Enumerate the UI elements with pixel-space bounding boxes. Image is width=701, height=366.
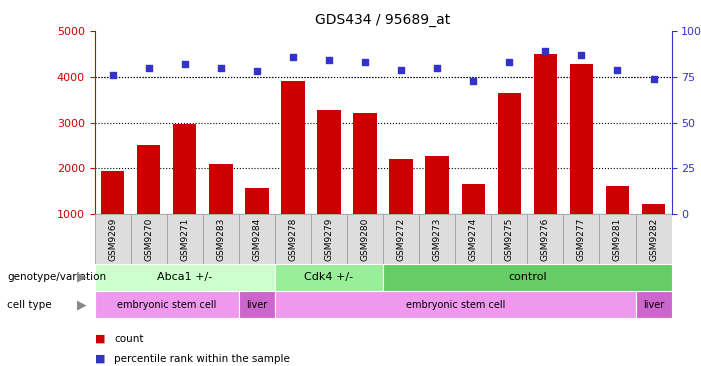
Bar [275,291,636,318]
Bar [245,188,268,214]
Bar [599,214,636,264]
Text: Cdk4 +/-: Cdk4 +/- [304,272,353,282]
Bar [95,264,275,291]
Bar [101,171,124,214]
Text: GSM9281: GSM9281 [613,218,622,261]
Bar [95,291,239,318]
Point [215,65,226,71]
Text: GSM9270: GSM9270 [144,218,154,261]
Bar [426,157,449,214]
Text: GSM9273: GSM9273 [433,218,442,261]
Text: liver: liver [643,300,664,310]
Bar [239,214,275,264]
Point [576,52,587,58]
Text: Abca1 +/-: Abca1 +/- [157,272,212,282]
Bar [455,214,491,264]
Text: GSM9271: GSM9271 [180,218,189,261]
Text: GSM9274: GSM9274 [469,218,478,261]
Point [287,54,299,60]
Text: GSM9272: GSM9272 [397,218,406,261]
Point [540,48,551,54]
Bar [570,64,593,214]
Text: liver: liver [246,300,268,310]
Text: genotype/variation: genotype/variation [7,272,106,282]
Text: GSM9282: GSM9282 [649,218,658,261]
Bar [167,214,203,264]
Bar [95,214,130,264]
Bar [390,159,413,214]
Bar [564,214,599,264]
Point [251,68,262,74]
Text: GSM9278: GSM9278 [288,218,297,261]
Bar [173,124,196,214]
Bar [209,164,233,214]
Point [612,67,623,72]
Bar [275,214,311,264]
Title: GDS434 / 95689_at: GDS434 / 95689_at [315,13,451,27]
Bar [281,82,305,214]
Bar [461,184,485,214]
Bar [533,54,557,214]
Text: GSM9277: GSM9277 [577,218,586,261]
Bar [636,214,672,264]
Bar [383,214,419,264]
Point [143,65,154,71]
Bar [491,214,527,264]
Text: GSM9269: GSM9269 [108,218,117,261]
Point [323,57,334,63]
Point [360,59,371,65]
Text: count: count [114,333,144,344]
Text: embryonic stem cell: embryonic stem cell [405,300,505,310]
Text: ▶: ▶ [77,298,87,311]
Text: ▶: ▶ [77,271,87,284]
Point [107,72,118,78]
Point [468,78,479,83]
Text: embryonic stem cell: embryonic stem cell [117,300,217,310]
Bar [383,264,672,291]
Point [648,76,659,82]
Bar [636,291,672,318]
Bar [353,113,376,214]
Text: GSM9276: GSM9276 [541,218,550,261]
Text: ■: ■ [95,333,105,344]
Bar [419,214,455,264]
Point [432,65,443,71]
Text: GSM9284: GSM9284 [252,218,261,261]
Text: percentile rank within the sample: percentile rank within the sample [114,354,290,364]
Bar [239,291,275,318]
Text: cell type: cell type [7,300,52,310]
Bar [137,146,161,214]
Text: ■: ■ [95,354,105,364]
Text: control: control [508,272,547,282]
Bar [203,214,239,264]
Text: GSM9280: GSM9280 [360,218,369,261]
Bar [130,214,167,264]
Point [395,67,407,72]
Point [179,61,191,67]
Bar [275,264,383,291]
Text: GSM9275: GSM9275 [505,218,514,261]
Text: GSM9283: GSM9283 [217,218,225,261]
Bar [318,110,341,214]
Bar [498,93,521,214]
Text: GSM9279: GSM9279 [325,218,334,261]
Bar [606,186,629,214]
Bar [311,214,347,264]
Point [504,59,515,65]
Bar [527,214,564,264]
Bar [347,214,383,264]
Bar [642,203,665,214]
